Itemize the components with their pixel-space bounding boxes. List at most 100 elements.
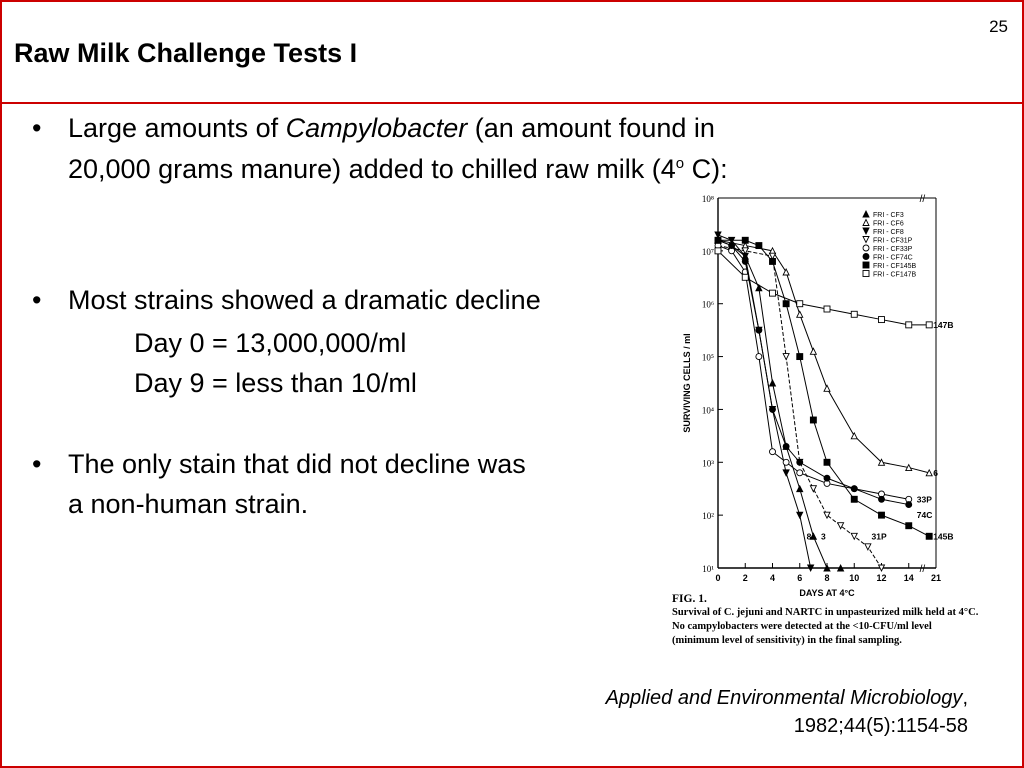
- data-point: [925, 532, 933, 540]
- legend-label: FRI - CF31P: [873, 238, 913, 245]
- bullet-1-prefix: Large amounts of: [68, 113, 286, 143]
- data-point: [782, 442, 790, 450]
- x-tick-label: 21: [931, 573, 941, 583]
- data-point: [809, 347, 818, 355]
- legend-label: FRI - CF33P: [873, 246, 913, 253]
- data-point: [768, 378, 777, 387]
- data-point: [862, 218, 870, 226]
- series-end-label: 147B: [933, 320, 953, 330]
- y-tick-label: 10¹: [702, 564, 714, 574]
- data-point: [878, 316, 885, 324]
- data-point: [850, 431, 858, 440]
- data-point: [836, 522, 845, 530]
- data-point: [796, 300, 804, 308]
- data-point: [782, 267, 790, 276]
- data-point: [741, 257, 749, 265]
- legend-label: FRI - CF3: [873, 212, 904, 219]
- legend-label: FRI - CF74C: [873, 255, 913, 262]
- caption-line-2: No campylobacters were detected at the <…: [672, 621, 932, 632]
- data-point: [850, 495, 858, 503]
- data-point: [862, 227, 870, 236]
- data-point: [864, 543, 872, 551]
- data-point: [728, 242, 736, 250]
- title-divider: [2, 102, 1022, 104]
- series-line: [717, 245, 882, 569]
- data-point: [809, 485, 818, 493]
- caption-line-1: Survival of C. jejuni and NARTC in unpas…: [672, 607, 979, 618]
- data-point: [925, 321, 933, 329]
- x-tick-label: 14: [904, 573, 914, 583]
- x-tick-label: 8: [824, 573, 829, 583]
- y-tick-label: 10²: [702, 511, 714, 521]
- x-tick-label: 4: [770, 573, 775, 583]
- data-point: [796, 511, 804, 520]
- data-point: [878, 511, 885, 519]
- data-point: [782, 353, 790, 361]
- degree-sup: o: [675, 155, 685, 172]
- data-point: [782, 469, 790, 477]
- data-point: [741, 236, 749, 244]
- legend-label: FRI - CF145B: [873, 263, 917, 270]
- data-point: [755, 242, 763, 250]
- legend-label: FRI - CF8: [873, 229, 904, 236]
- data-point: [877, 458, 886, 466]
- bullet-1-line-1: Large amounts of Campylobacter (an amoun…: [68, 110, 715, 146]
- survival-chart: 10¹ 10² 10³ 10⁴ 10⁵ 10⁶ 10⁷ 10⁸ 0 2 4 6 8 10 12 14 21 // /…: [682, 194, 954, 598]
- data-point: [806, 564, 815, 573]
- y-tick-label: 10⁷: [702, 247, 714, 257]
- data-point: [796, 469, 804, 477]
- y-axis-label: SURVIVING CELLS / ml: [682, 333, 692, 432]
- data-point: [905, 321, 913, 329]
- data-point: [796, 458, 804, 466]
- data-point: [905, 501, 913, 509]
- page-number: 25: [989, 17, 1008, 36]
- citation: Applied and Environmental Microbiology, …: [606, 684, 968, 740]
- slide-title: Raw Milk Challenge Tests I: [14, 38, 358, 68]
- data-point: [823, 563, 831, 572]
- data-point: [862, 253, 870, 260]
- figure-caption: FIG. 1. Survival of C. jejuni and NARTC …: [672, 592, 1012, 648]
- series-end-label: 8: [807, 531, 812, 541]
- series-end-label: 31P: [872, 531, 887, 541]
- x-tick-label: 6: [797, 573, 802, 583]
- data-point: [782, 300, 790, 308]
- x-tick-label: 12: [876, 573, 886, 583]
- data-point: [823, 474, 831, 482]
- series-line: [717, 239, 841, 569]
- series-end-label: 74C: [917, 510, 933, 520]
- legend-label: FRI - CF6: [873, 221, 904, 228]
- data-point: [862, 236, 870, 244]
- bullet-dot: •: [32, 113, 42, 143]
- series-line: [717, 234, 812, 569]
- axis-break: //: [920, 564, 926, 575]
- data-point: [850, 310, 858, 318]
- y-tick-label: 10⁸: [702, 194, 714, 204]
- data-point: [769, 448, 776, 456]
- series-end-label: 33P: [917, 494, 932, 504]
- y-tick-label: 10⁶: [702, 300, 714, 310]
- bullet-1-italic: Campylobacter: [285, 113, 468, 143]
- data-point: [755, 283, 763, 292]
- data-point: [714, 247, 722, 255]
- citation-journal: Applied and Environmental Microbiology: [605, 687, 963, 709]
- y-tick-label: 10³: [702, 458, 714, 468]
- data-point: [782, 458, 790, 466]
- data-point: [714, 231, 722, 240]
- data-point: [755, 353, 763, 361]
- caption-line-3: (minimum level of sensitivity) in the fi…: [672, 635, 902, 646]
- data-point: [905, 522, 913, 530]
- data-point: [925, 468, 933, 477]
- data-point: [905, 463, 913, 472]
- data-point: [796, 484, 804, 493]
- y-tick-label: 10⁵: [702, 353, 714, 363]
- citation-details: 1982;44(5):1154-58: [793, 715, 968, 737]
- data-point: [741, 273, 749, 281]
- figure-number: FIG. 1.: [672, 593, 707, 605]
- data-point: [862, 209, 870, 218]
- data-point: [741, 247, 749, 255]
- data-point: [769, 289, 776, 297]
- data-point: [796, 310, 804, 318]
- series-end-label: 3: [821, 531, 826, 541]
- bullet-3-text: The only stain that did not decline was: [68, 449, 526, 479]
- data-point: [823, 458, 831, 466]
